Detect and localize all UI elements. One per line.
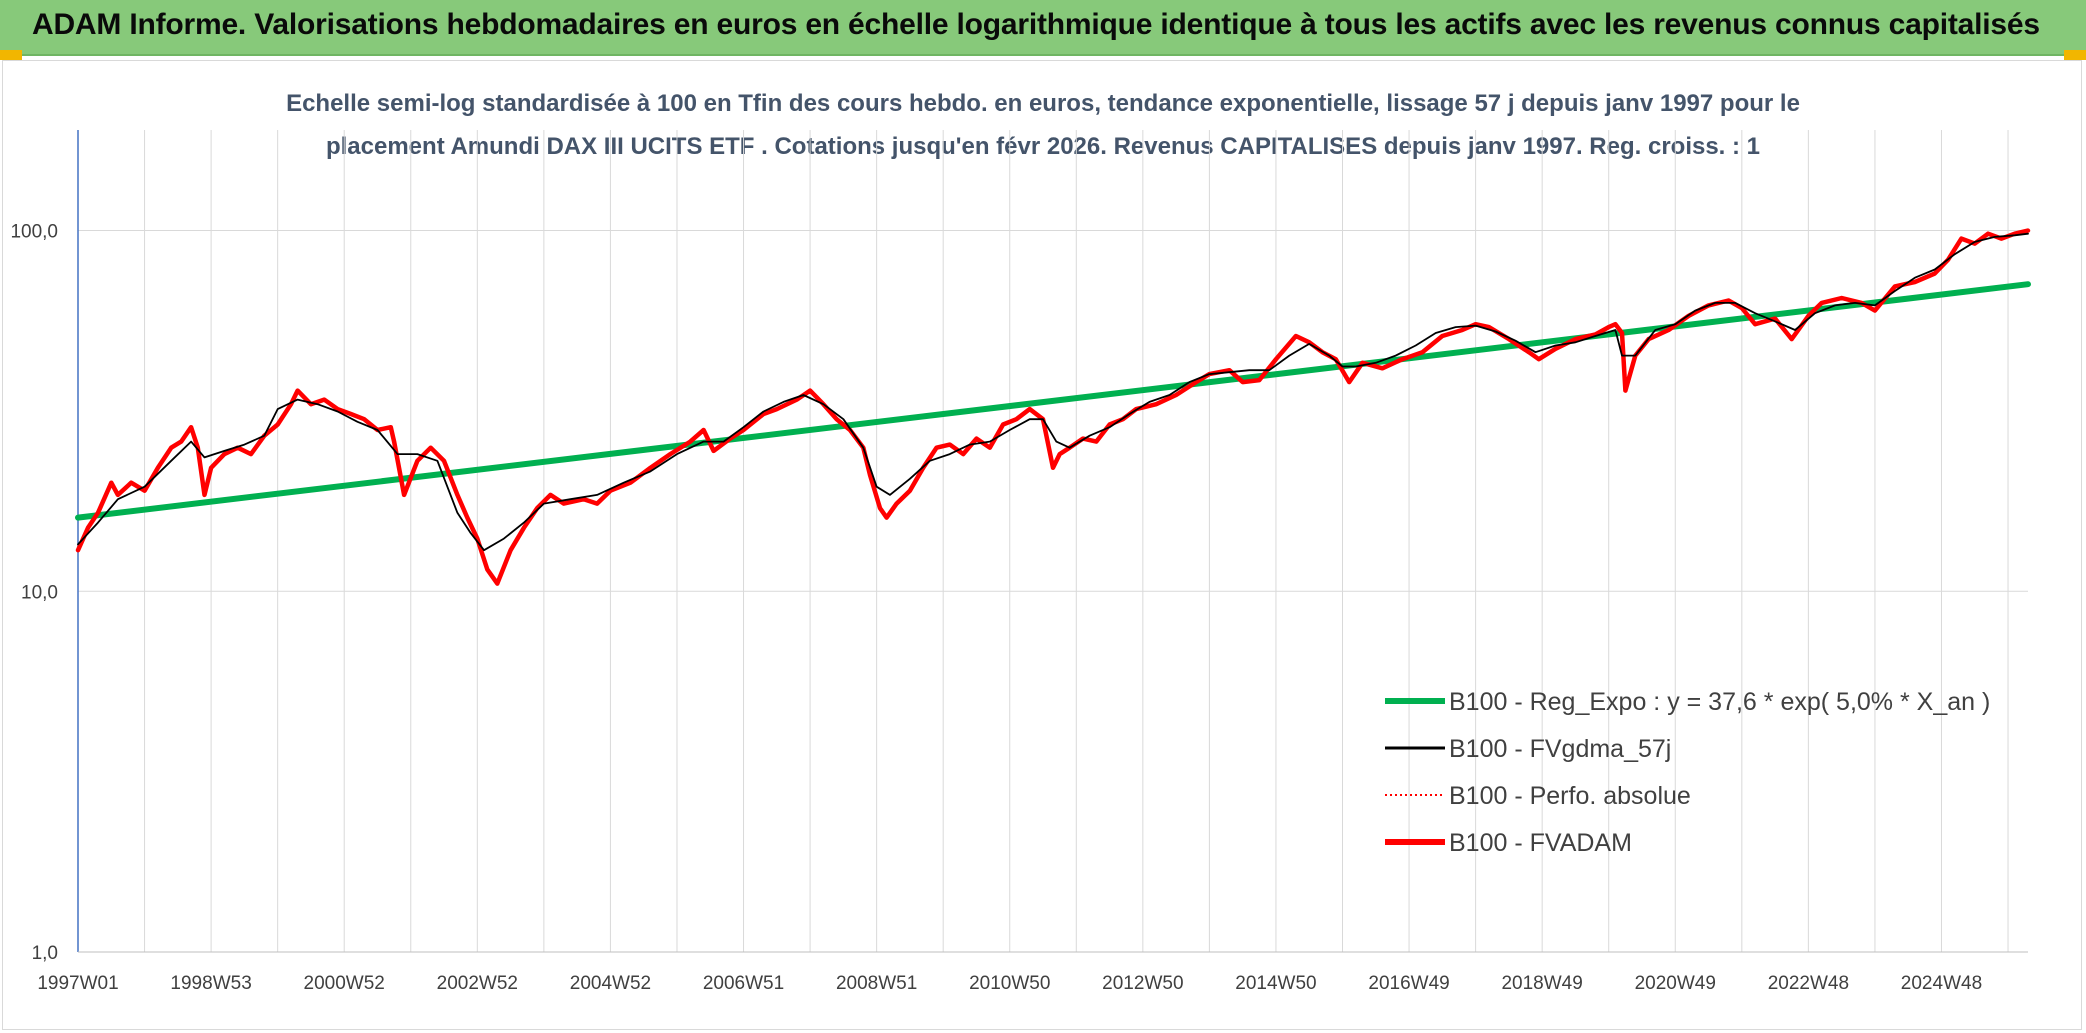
- report-title: ADAM Informe. Valorisations hebdomadaire…: [32, 8, 2040, 41]
- legend-entry-label: B100 - Reg_Expo : y = 37,6 * exp( 5,0% *…: [1449, 688, 1990, 716]
- x-tick-label: 2008W51: [836, 973, 917, 994]
- x-tick-label: 2020W49: [1635, 973, 1716, 994]
- legend-entry-label: B100 - Perfo. absolue: [1449, 782, 1691, 810]
- x-tick-label: 2004W52: [570, 973, 651, 994]
- header-bar: ADAM Informe. Valorisations hebdomadaire…: [0, 0, 2086, 56]
- y-tick-label: 100,0: [10, 222, 58, 243]
- legend-entry-label: B100 - FVgdma_57j: [1449, 735, 1671, 763]
- x-tick-label: 2022W48: [1768, 973, 1849, 994]
- corner-marker-right: [2064, 50, 2086, 60]
- x-tick-label: 2006W51: [703, 973, 784, 994]
- x-tick-label: 2018W49: [1501, 973, 1582, 994]
- legend: B100 - Reg_Expo : y = 37,6 * exp( 5,0% *…: [1385, 688, 1990, 857]
- series-line-1: [77, 232, 2029, 552]
- y-tick-label: 1,0: [32, 943, 58, 964]
- x-tick-label: 2000W52: [304, 973, 385, 994]
- series: [75, 228, 2031, 586]
- chart-subtitle-line-2: placement Amundi DAX III UCITS ETF . Cot…: [326, 133, 1760, 160]
- y-tick-label: 10,0: [21, 582, 58, 603]
- legend-entry-label: B100 - FVADAM: [1449, 829, 1632, 857]
- x-tick-label: 1997W01: [37, 973, 118, 994]
- x-tick-label: 2012W50: [1102, 973, 1183, 994]
- series-line-3: [75, 228, 2031, 586]
- chart-subtitle-line-1: Echelle semi-log standardisée à 100 en T…: [286, 90, 1800, 117]
- chart-frame: [2, 60, 2082, 1030]
- series-line-0: [75, 281, 2031, 521]
- corner-marker-left: [0, 50, 22, 60]
- x-tick-label: 2002W52: [437, 973, 518, 994]
- x-tick-label: 2024W48: [1901, 973, 1982, 994]
- x-tick-label: 2010W50: [969, 973, 1050, 994]
- x-tick-label: 1998W53: [170, 973, 251, 994]
- grid: [78, 130, 2028, 953]
- axes: 1997W01 1998W53 2000W52 2002W52 2004W52 2006W…: [10, 130, 2028, 994]
- x-tick-label: 2014W50: [1235, 973, 1316, 994]
- x-tick-label: 2016W49: [1368, 973, 1449, 994]
